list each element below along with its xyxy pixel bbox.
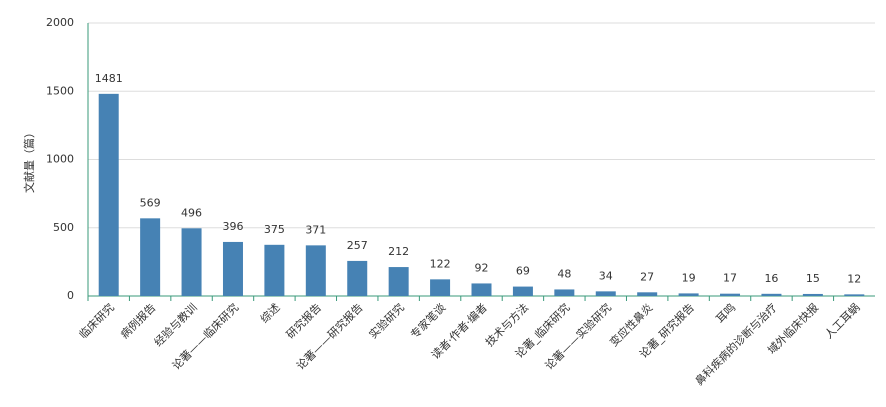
data-label: 1481: [95, 72, 123, 85]
data-label: 257: [347, 239, 368, 252]
bar: [471, 283, 492, 296]
bar: [512, 286, 533, 296]
x-tick-label: 鼻科疾病的诊断与治疗: [692, 300, 780, 388]
x-tick-label: 耳鸣: [713, 300, 738, 325]
bar: [844, 294, 865, 296]
y-tick-label: 2000: [46, 16, 74, 29]
bar: [222, 241, 243, 296]
data-label: 371: [305, 223, 326, 236]
data-label: 15: [806, 272, 820, 285]
x-tick-label: 专家笔谈: [407, 300, 448, 341]
y-tick-label: 1500: [46, 84, 74, 97]
bar: [595, 291, 616, 296]
bar: [678, 293, 699, 296]
bar: [264, 244, 285, 296]
data-label: 17: [723, 272, 737, 285]
y-axis-label: 文献量（篇）: [22, 127, 36, 193]
data-label: 69: [516, 265, 530, 278]
data-label: 16: [764, 272, 778, 285]
data-label: 34: [599, 269, 613, 282]
x-tick-label: 病例报告: [117, 300, 158, 341]
data-label: 48: [557, 267, 571, 280]
data-label: 496: [181, 206, 202, 219]
bar: [554, 289, 575, 296]
bar: [637, 292, 658, 296]
bar: [140, 218, 161, 296]
bar: [430, 279, 451, 296]
y-tick-label: 500: [53, 221, 74, 234]
bar: [181, 228, 202, 296]
x-tick-label: 人工耳蜗: [822, 301, 862, 341]
bar: [802, 293, 823, 296]
bar: [761, 293, 782, 296]
data-label: 212: [388, 245, 409, 258]
data-label: 19: [682, 271, 696, 284]
y-tick-label: 0: [67, 289, 74, 302]
data-label: 396: [222, 220, 243, 233]
bar: [347, 260, 368, 296]
bar: [98, 93, 119, 296]
data-label: 12: [847, 272, 861, 285]
x-tick-label: 临床研究: [76, 300, 117, 341]
data-label: 375: [264, 223, 285, 236]
bar: [305, 245, 326, 296]
data-label: 122: [430, 257, 451, 270]
data-label: 569: [140, 196, 161, 209]
x-tick-label: 实验研究: [366, 300, 407, 341]
data-label: 92: [475, 261, 489, 274]
data-label: 27: [640, 270, 654, 283]
y-tick-label: 1000: [46, 153, 74, 166]
bar: [388, 267, 409, 296]
bar: [720, 293, 741, 296]
x-tick-label: 综述: [257, 300, 282, 325]
x-tick-label: 研究报告: [283, 300, 324, 341]
